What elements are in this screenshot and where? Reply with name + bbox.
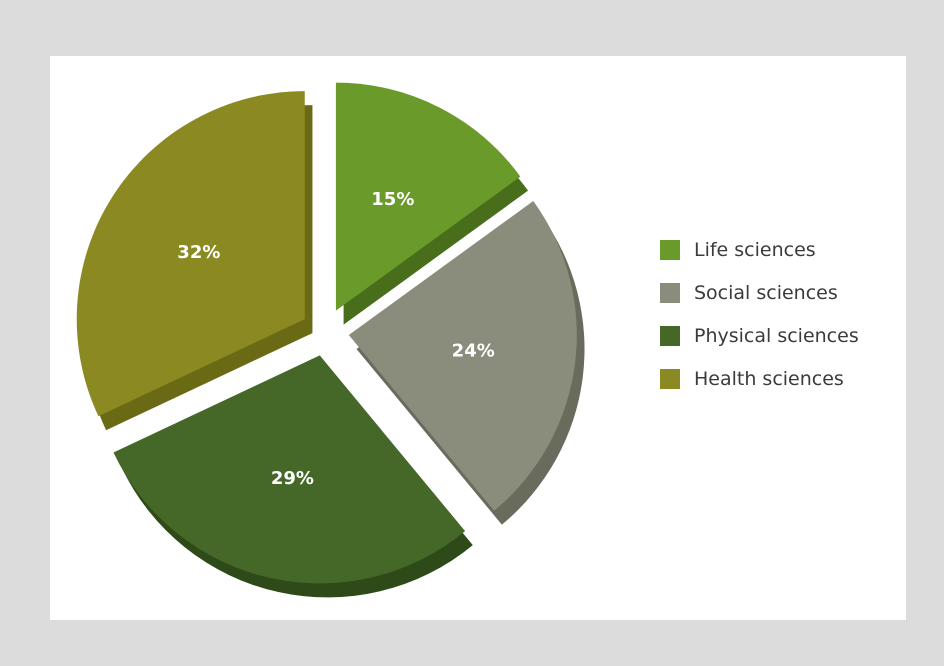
slice-physical-sciences [113,355,466,584]
legend-item-life-sciences: Life sciences [660,228,859,271]
chart-panel: 15% 24% 29% 32% Life sciences Social scienc… [50,56,906,620]
slice-social-sciences [348,200,577,511]
slice-value-label: 15% [371,189,414,210]
legend-label: Health sciences [694,367,844,390]
slice-life-sciences [335,82,521,311]
slice-tops [76,82,577,584]
legend-swatch [660,325,680,346]
legend-item-health-sciences: Health sciences [660,357,859,400]
slice-value-label: 24% [452,341,495,362]
slice-health-sciences [76,91,305,417]
slice-labels: 15% 24% 29% 32% [177,189,494,489]
slice-value-label: 32% [177,242,220,263]
legend-label: Physical sciences [694,324,859,347]
slice-value-label: 29% [271,468,314,489]
legend-swatch [660,282,680,303]
legend-item-physical-sciences: Physical sciences [660,314,859,357]
legend-label: Life sciences [694,238,816,261]
legend-swatch [660,239,680,260]
legend-item-social-sciences: Social sciences [660,271,859,314]
pie-chart: 15% 24% 29% 32% [76,82,585,598]
legend: Life sciences Social sciences Physical s… [660,228,859,400]
legend-swatch [660,368,680,389]
legend-label: Social sciences [694,281,838,304]
